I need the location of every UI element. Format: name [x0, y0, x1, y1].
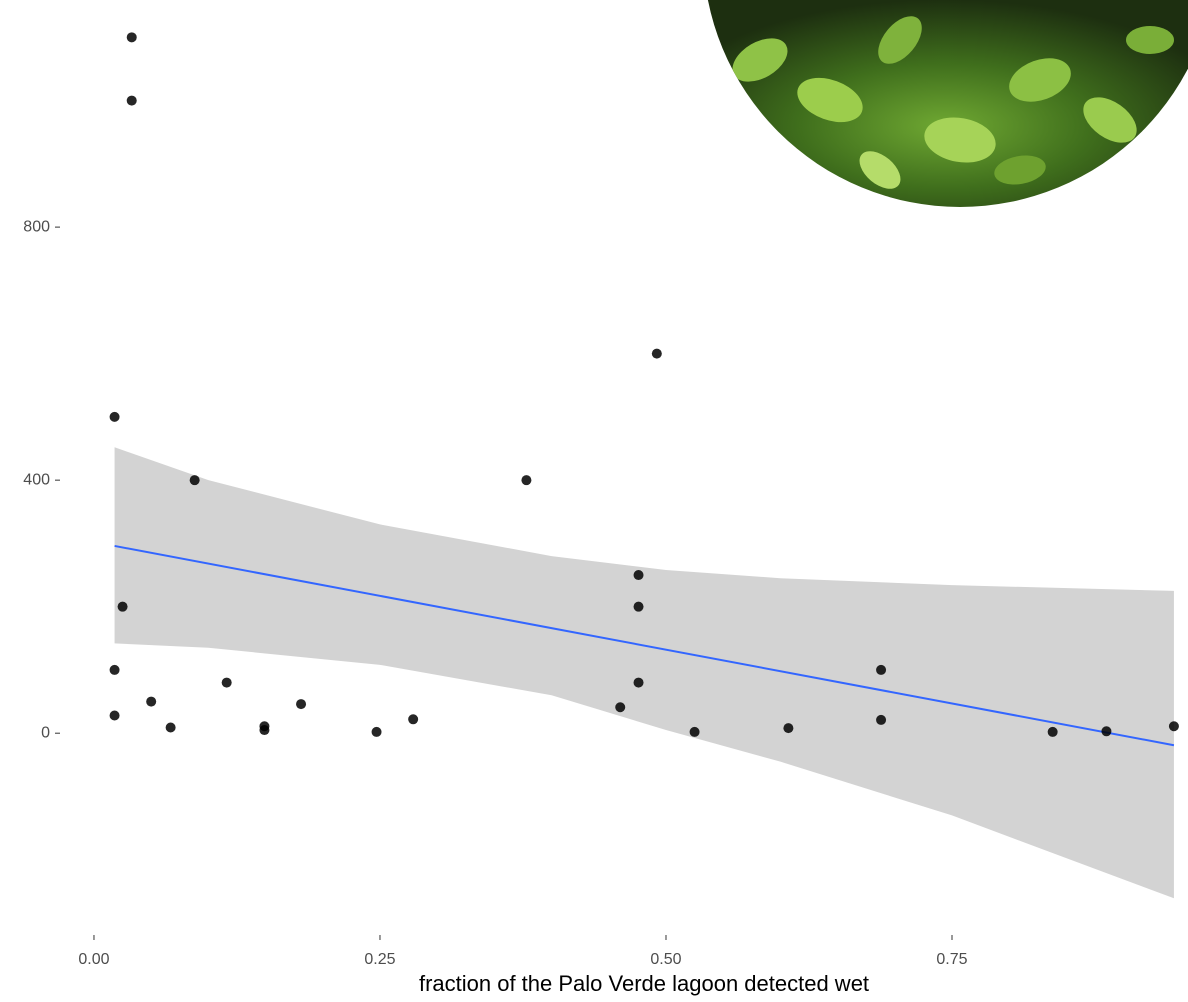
- data-point: [634, 678, 644, 688]
- data-point: [118, 602, 128, 612]
- data-point: [1048, 727, 1058, 737]
- data-point: [259, 725, 269, 735]
- photo: [700, 0, 1188, 210]
- data-point: [110, 665, 120, 675]
- data-point: [652, 349, 662, 359]
- data-point: [690, 727, 700, 737]
- data-point: [1101, 726, 1111, 736]
- data-point: [127, 96, 137, 106]
- data-point: [615, 702, 625, 712]
- y-tick-label: 400: [23, 471, 50, 488]
- data-point: [127, 32, 137, 42]
- x-axis-title: fraction of the Palo Verde lagoon detect…: [419, 971, 869, 996]
- x-tick-label: 0.00: [78, 951, 109, 968]
- x-tick-label: 0.50: [650, 951, 681, 968]
- data-point: [634, 570, 644, 580]
- page: {"chart_data": { "type": "scatter", "x_l…: [0, 0, 1188, 1002]
- data-point: [222, 678, 232, 688]
- data-point: [110, 710, 120, 720]
- data-point: [296, 699, 306, 709]
- chart: 0 400 800 0.00 0.25 0.50 0.75 fraction of the …: [0, 0, 1188, 1002]
- data-point: [783, 723, 793, 733]
- confidence-band: [115, 447, 1174, 898]
- data-point: [190, 475, 200, 485]
- data-point: [372, 727, 382, 737]
- data-point: [408, 714, 418, 724]
- x-tick-label: 0.75: [936, 951, 967, 968]
- data-point: [876, 715, 886, 725]
- y-tick-label: 800: [23, 218, 50, 235]
- y-tick-label: 0: [41, 724, 50, 741]
- x-tick-label: 0.25: [364, 951, 395, 968]
- data-point: [146, 697, 156, 707]
- data-point: [110, 412, 120, 422]
- data-point: [166, 723, 176, 733]
- data-point: [634, 602, 644, 612]
- data-point: [1169, 721, 1179, 731]
- data-point: [876, 665, 886, 675]
- data-point: [521, 475, 531, 485]
